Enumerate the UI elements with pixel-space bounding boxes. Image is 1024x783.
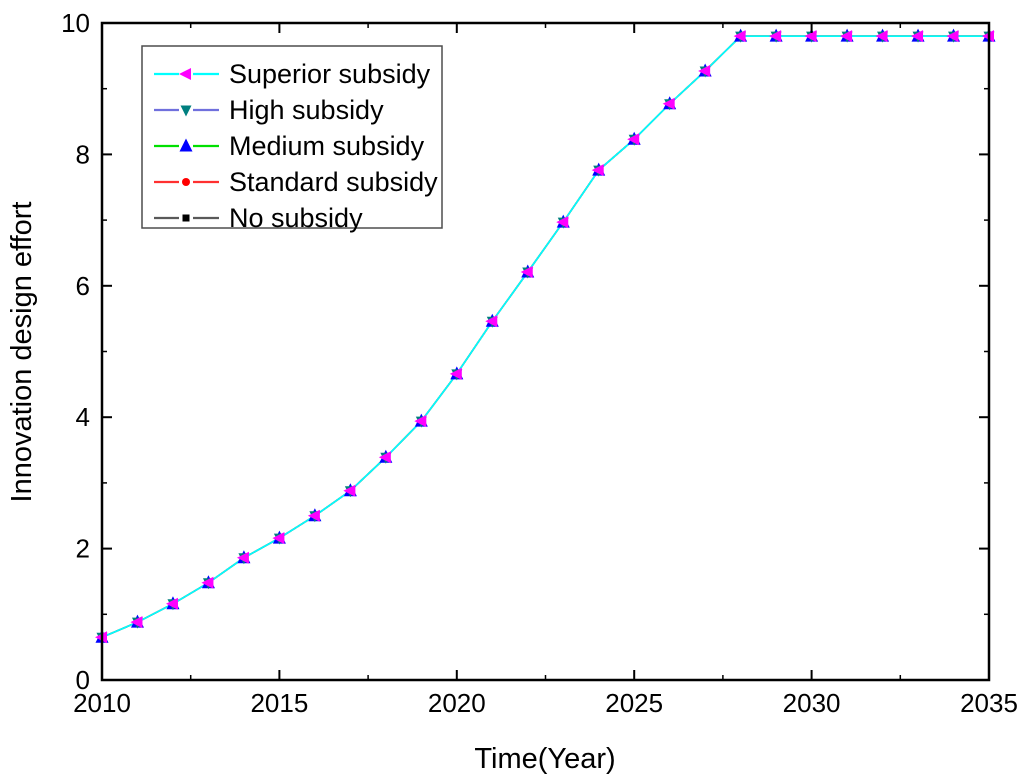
data-point-marker-superior-subsidy bbox=[236, 551, 249, 564]
data-point-marker-superior-subsidy bbox=[520, 266, 533, 279]
y-tick-label: 0 bbox=[76, 665, 90, 695]
x-tick-label: 2025 bbox=[605, 688, 663, 718]
data-point-marker-superior-subsidy bbox=[307, 509, 320, 522]
legend-marker-triangle-up-icon bbox=[179, 138, 193, 152]
data-point-marker-superior-subsidy bbox=[201, 576, 214, 589]
y-tick-label: 8 bbox=[76, 139, 90, 169]
series-layer bbox=[95, 28, 996, 644]
y-tick-label: 2 bbox=[76, 534, 90, 564]
legend-box bbox=[141, 45, 443, 229]
axes-frame-layer: 2010 2015 2020 2025 2030 2035 0 2 4 6 8 10 bbox=[61, 8, 1018, 718]
data-point-marker-superior-subsidy bbox=[485, 315, 498, 328]
y-tick-label: 4 bbox=[76, 402, 90, 432]
x-tick-label: 2020 bbox=[428, 688, 486, 718]
data-point-marker-superior-subsidy bbox=[769, 30, 782, 43]
data-point-marker-superior-subsidy bbox=[343, 484, 356, 497]
x-tick-label: 2030 bbox=[783, 688, 841, 718]
data-point-marker-superior-subsidy bbox=[378, 451, 391, 464]
x-tick-label: 2015 bbox=[250, 688, 308, 718]
data-point-marker-superior-subsidy bbox=[130, 616, 143, 629]
y-axis-title: Innovation design effort bbox=[6, 202, 38, 503]
legend-label: Standard subsidy bbox=[229, 167, 438, 197]
legend-marker-circle-icon bbox=[182, 178, 190, 186]
legend-label: Medium subsidy bbox=[229, 131, 425, 161]
legend-label: High subsidy bbox=[229, 95, 384, 125]
legend-item: Superior subsidy bbox=[154, 59, 431, 89]
legend-item: No subsidy bbox=[154, 203, 363, 233]
legend-label: Superior subsidy bbox=[229, 59, 431, 89]
y-tick-label: 10 bbox=[61, 8, 90, 38]
legend-marker-triangle-left-icon bbox=[179, 68, 191, 80]
data-point-marker-superior-subsidy bbox=[840, 30, 853, 43]
x-tick-label: 2035 bbox=[960, 688, 1018, 718]
data-point-marker-superior-subsidy bbox=[875, 30, 888, 43]
data-point-marker-superior-subsidy bbox=[627, 133, 640, 146]
legend-item: Standard subsidy bbox=[154, 167, 438, 197]
y-tick-label: 6 bbox=[76, 271, 90, 301]
data-point-marker-superior-subsidy bbox=[449, 367, 462, 380]
data-point-marker-superior-subsidy bbox=[414, 415, 427, 428]
legend-item: Medium subsidy bbox=[154, 131, 425, 161]
data-point-marker-superior-subsidy bbox=[911, 30, 924, 43]
data-point-marker-superior-subsidy bbox=[733, 30, 746, 43]
data-point-marker-superior-subsidy bbox=[272, 532, 285, 545]
data-point-marker-superior-subsidy bbox=[591, 164, 604, 177]
data-point-marker-superior-subsidy bbox=[556, 216, 569, 229]
x-tick-label: 2010 bbox=[73, 688, 131, 718]
data-point-marker-superior-subsidy bbox=[662, 97, 675, 110]
data-point-marker-superior-subsidy bbox=[698, 64, 711, 77]
data-point-marker-superior-subsidy bbox=[946, 30, 959, 43]
legend-marker-square-icon bbox=[182, 214, 190, 222]
legend-marker-triangle-down-icon bbox=[180, 105, 192, 117]
x-axis-title: Time(Year) bbox=[474, 743, 615, 775]
legend: Superior subsidy High subsidy Medium subsi… bbox=[141, 45, 443, 233]
legend-label: No subsidy bbox=[229, 203, 363, 233]
data-point-marker-superior-subsidy bbox=[804, 30, 817, 43]
data-point-marker-superior-subsidy bbox=[165, 597, 178, 610]
legend-item: High subsidy bbox=[154, 95, 384, 125]
